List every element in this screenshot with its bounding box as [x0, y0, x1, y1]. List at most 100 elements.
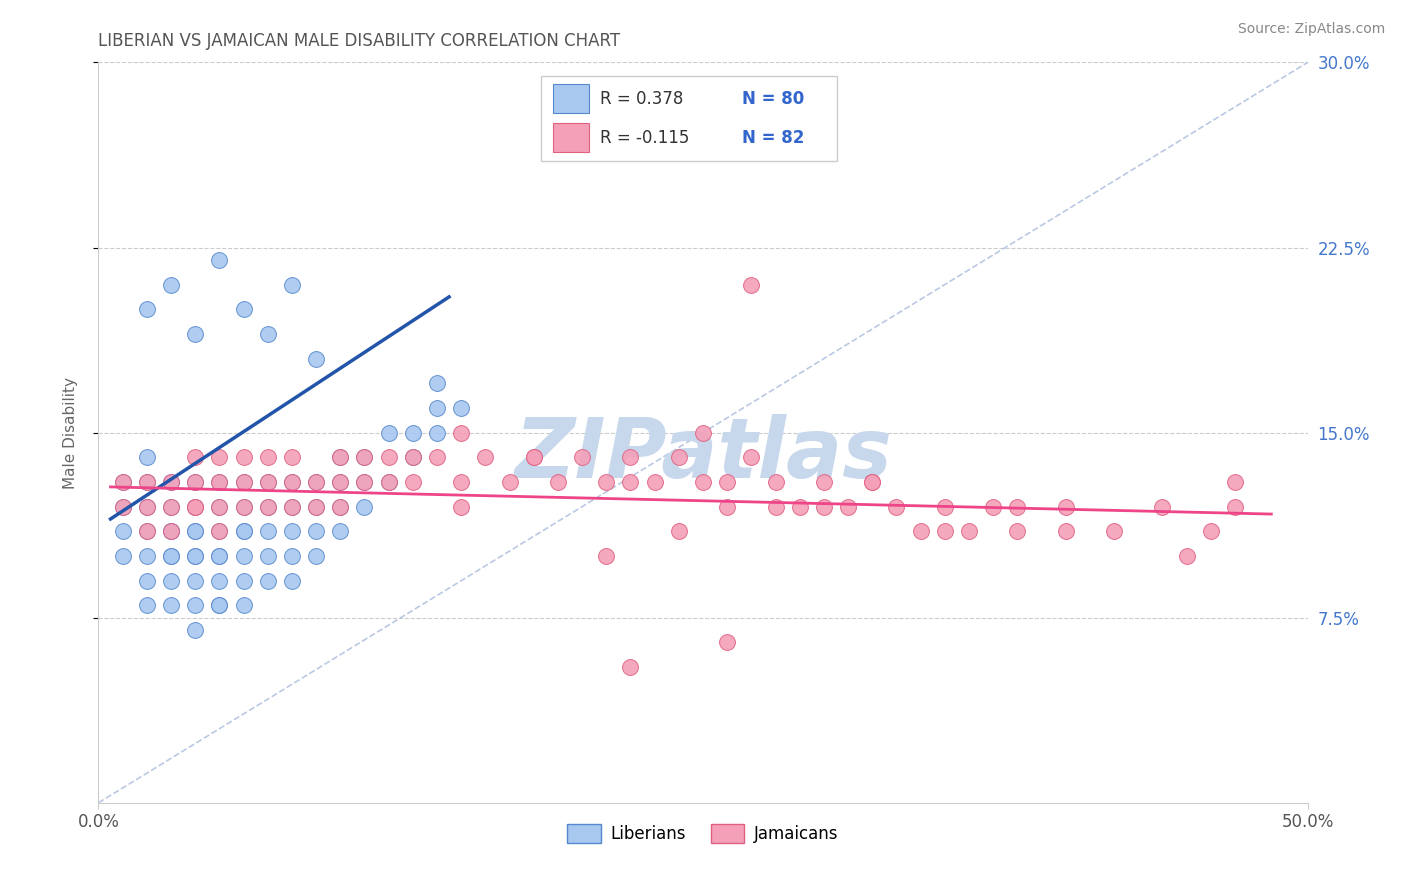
Point: [716, 635, 738, 649]
Text: LIBERIAN VS JAMAICAN MALE DISABILITY CORRELATION CHART: LIBERIAN VS JAMAICAN MALE DISABILITY COR…: [98, 32, 620, 50]
Point: [934, 524, 956, 539]
Point: [208, 475, 231, 489]
Point: [135, 475, 157, 489]
Point: [160, 599, 183, 613]
Point: [329, 500, 352, 514]
Point: [353, 450, 375, 465]
Legend: Liberians, Jamaicans: Liberians, Jamaicans: [561, 817, 845, 850]
FancyBboxPatch shape: [553, 85, 589, 113]
Point: [813, 475, 835, 489]
Point: [426, 401, 449, 415]
Point: [498, 475, 520, 489]
Point: [523, 450, 546, 465]
Point: [111, 549, 134, 563]
Point: [402, 450, 425, 465]
Point: [474, 450, 496, 465]
Point: [160, 524, 183, 539]
Point: [668, 450, 690, 465]
Point: [668, 524, 690, 539]
Point: [232, 524, 254, 539]
Text: ZIPatlas: ZIPatlas: [515, 414, 891, 495]
Point: [111, 500, 134, 514]
Point: [1223, 475, 1246, 489]
Point: [1007, 524, 1029, 539]
Point: [765, 475, 787, 489]
Point: [353, 450, 375, 465]
Point: [329, 475, 352, 489]
Point: [305, 500, 328, 514]
Point: [232, 500, 254, 514]
Point: [208, 500, 231, 514]
Point: [305, 549, 328, 563]
Point: [208, 599, 231, 613]
Point: [208, 599, 231, 613]
Point: [765, 500, 787, 514]
Point: [450, 401, 472, 415]
Point: [619, 475, 641, 489]
Text: N = 80: N = 80: [742, 90, 804, 108]
Y-axis label: Male Disability: Male Disability: [63, 376, 77, 489]
Point: [353, 475, 375, 489]
Point: [281, 574, 304, 588]
Point: [353, 500, 375, 514]
Point: [232, 302, 254, 317]
Text: R = 0.378: R = 0.378: [600, 90, 683, 108]
Point: [256, 450, 278, 465]
Point: [256, 475, 278, 489]
Point: [184, 500, 207, 514]
Point: [160, 277, 183, 292]
Point: [353, 475, 375, 489]
Point: [208, 574, 231, 588]
Point: [523, 450, 546, 465]
Point: [692, 475, 714, 489]
Point: [208, 450, 231, 465]
Point: [571, 450, 593, 465]
Point: [281, 524, 304, 539]
Point: [450, 500, 472, 514]
Text: N = 82: N = 82: [742, 128, 804, 146]
Point: [232, 599, 254, 613]
Point: [426, 376, 449, 391]
Point: [135, 500, 157, 514]
Point: [184, 450, 207, 465]
Point: [692, 425, 714, 440]
Point: [740, 277, 762, 292]
Point: [184, 524, 207, 539]
Point: [450, 475, 472, 489]
Point: [256, 549, 278, 563]
Point: [160, 524, 183, 539]
Point: [111, 475, 134, 489]
Point: [135, 302, 157, 317]
Point: [160, 475, 183, 489]
Point: [256, 500, 278, 514]
Point: [135, 524, 157, 539]
Point: [1007, 500, 1029, 514]
Point: [232, 574, 254, 588]
Point: [184, 500, 207, 514]
Point: [208, 524, 231, 539]
Point: [160, 549, 183, 563]
Point: [256, 524, 278, 539]
Point: [595, 549, 617, 563]
Point: [208, 524, 231, 539]
Point: [111, 500, 134, 514]
Text: Source: ZipAtlas.com: Source: ZipAtlas.com: [1237, 22, 1385, 37]
Point: [377, 475, 399, 489]
Point: [232, 450, 254, 465]
Point: [619, 660, 641, 674]
Point: [716, 500, 738, 514]
Point: [329, 450, 352, 465]
Point: [402, 475, 425, 489]
Point: [184, 549, 207, 563]
Point: [377, 450, 399, 465]
Point: [111, 475, 134, 489]
Point: [595, 475, 617, 489]
Point: [256, 500, 278, 514]
Text: R = -0.115: R = -0.115: [600, 128, 690, 146]
Point: [208, 549, 231, 563]
Point: [184, 623, 207, 637]
Point: [281, 450, 304, 465]
Point: [281, 475, 304, 489]
Point: [910, 524, 932, 539]
FancyBboxPatch shape: [553, 123, 589, 152]
